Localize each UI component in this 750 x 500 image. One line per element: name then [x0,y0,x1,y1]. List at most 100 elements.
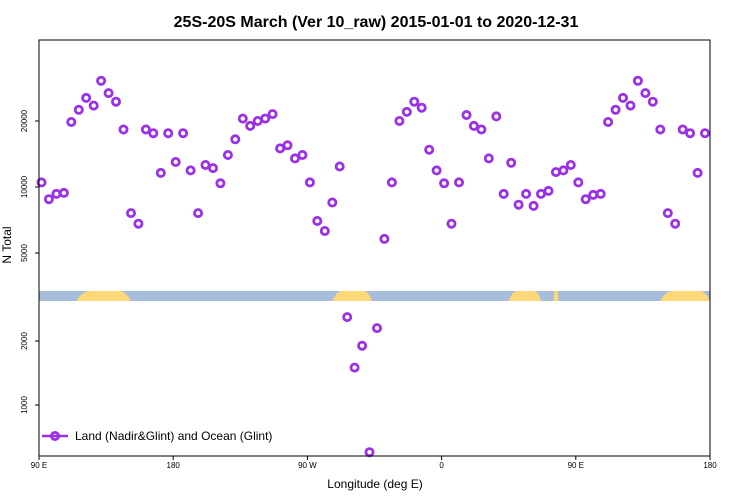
data-point [51,188,62,199]
data-point [319,225,330,236]
data-point [394,116,405,127]
data-point [632,75,643,86]
data-point [491,111,502,122]
legend: Land (Nadir&Glint) and Ocean (Glint) [42,429,272,443]
data-point [618,92,629,103]
data-point [334,161,345,172]
data-point [603,117,614,128]
ocean-band [39,291,710,301]
data-point [439,178,450,189]
y-tick-label: 5000 [20,244,29,262]
data-point [155,167,166,178]
data-point [111,96,122,107]
land-segment [332,290,373,301]
y-tick-label: 1000 [20,396,29,414]
data-point [700,128,711,139]
x-tick-label: 0 [439,461,444,470]
x-tick-label: 180 [167,461,181,470]
data-point [96,75,107,86]
data-point [468,120,479,131]
data-point [207,163,218,174]
data-point [692,167,703,178]
y-axis: 5000 10000 20000 1000 2000 [20,109,39,414]
data-point [513,199,524,210]
data-point [126,208,137,219]
data-point [163,128,174,139]
data-point [43,194,54,205]
data-point [73,104,84,115]
data-point [416,102,427,113]
data-point [558,165,569,176]
x-tick-label: 90 E [31,461,47,470]
data-point [148,128,159,139]
data-point [662,208,673,219]
x-tick-label: 180 [703,461,717,470]
data-point [312,215,323,226]
data-point [170,156,181,167]
data-point [655,124,666,135]
data-point [267,109,278,120]
data-point [230,134,241,145]
data-point [528,200,539,211]
data-point [461,110,472,121]
data-point [685,128,696,139]
y-axis-label: N Total [0,226,14,263]
legend-label: Land (Nadir&Glint) and Ocean (Glint) [75,429,272,443]
data-point [521,188,532,199]
data-point [453,177,464,188]
data-point [640,88,651,99]
data-point [342,312,353,323]
data-point [647,96,658,107]
data-point [401,106,412,117]
x-axis: 90 E 180 90 W 0 90 E 180 [31,456,717,470]
data-point [357,340,368,351]
data-point [193,208,204,219]
data-point [580,194,591,205]
data-point [327,197,338,208]
data-point [595,188,606,199]
data-point [81,92,92,103]
data-point [498,188,509,199]
data-point [88,100,99,111]
data-point [625,100,636,111]
data-point [364,447,375,458]
x-tick-label: 90 W [298,461,317,470]
data-point [133,218,144,229]
data-point [506,157,517,168]
y-tick-label: 20000 [20,109,29,132]
data-point [670,218,681,229]
data-point [550,167,561,178]
data-point [289,153,300,164]
data-point [66,117,77,128]
surface-band [39,290,710,301]
data-point [543,185,554,196]
data-point [476,124,487,135]
data-point [409,96,420,107]
data-point [58,187,69,198]
data-point [297,149,308,160]
data-point [245,120,256,131]
data-point [610,104,621,115]
chart-title: 25S-20S March (Ver 10_raw) 2015-01-01 to… [174,14,579,31]
data-point [260,113,271,124]
y-tick-label: 2000 [20,332,29,350]
data-point [379,233,390,244]
data-point [237,113,248,124]
data-point [386,177,397,188]
land-segment [660,290,710,301]
data-point [536,188,547,199]
x-axis-label: Longitude (deg E) [327,477,422,491]
data-point [282,140,293,151]
y-tick-label: 10000 [20,175,29,198]
land-segment [553,290,559,301]
data-point [304,177,315,188]
data-point [431,165,442,176]
x-tick-label: 90 E [568,461,584,470]
data-point [446,218,457,229]
data-point [215,178,226,189]
data-point [424,144,435,155]
data-point [483,153,494,164]
plot-frame [38,39,711,457]
data-point [677,124,688,135]
